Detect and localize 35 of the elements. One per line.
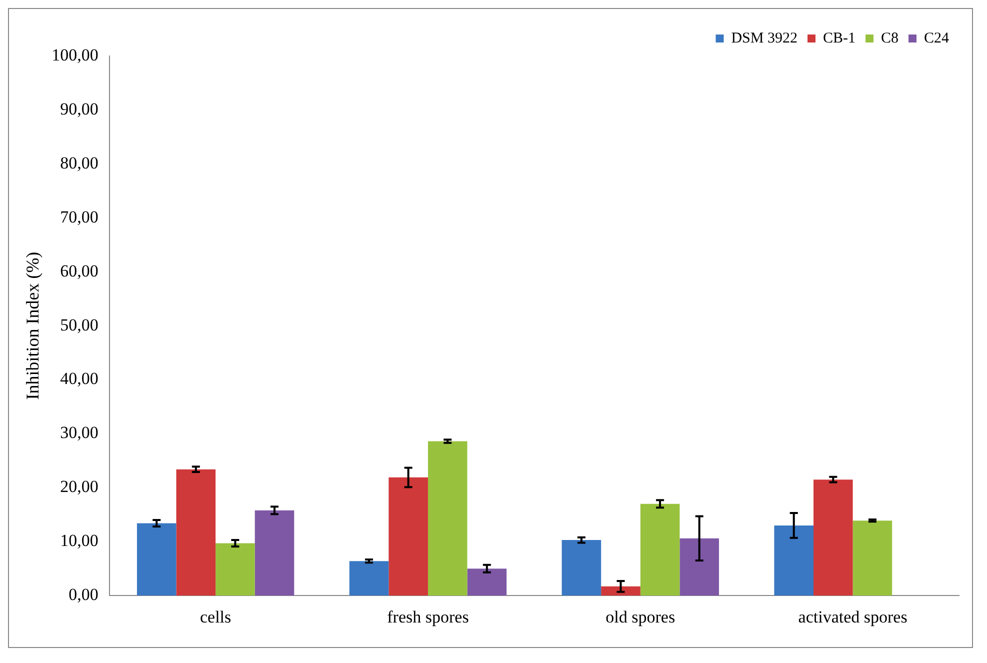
legend-label: C24 <box>924 30 950 46</box>
y-tick-label: 0,00 <box>68 585 98 604</box>
bar <box>254 510 294 596</box>
y-tick-label: 10,00 <box>60 531 98 550</box>
legend-label: CB-1 <box>822 30 856 46</box>
bar <box>680 538 719 596</box>
y-tick-label: 20,00 <box>60 477 98 496</box>
bar <box>774 525 814 596</box>
x-tick-label: activated spores <box>798 607 908 626</box>
bar <box>428 441 468 596</box>
y-tick-label: 90,00 <box>60 99 98 118</box>
y-tick-label: 100,00 <box>52 45 98 64</box>
bar <box>349 561 389 596</box>
legend-label: DSM 3922 <box>731 30 798 46</box>
y-tick-label: 40,00 <box>60 369 98 388</box>
y-tick-label: 80,00 <box>60 153 98 172</box>
x-tick-label: fresh spores <box>387 607 469 626</box>
y-tick-label: 60,00 <box>60 261 98 280</box>
bar <box>136 523 176 596</box>
legend-label: C8 <box>880 30 899 46</box>
y-tick-label: 50,00 <box>60 315 98 334</box>
y-tick-label: 70,00 <box>60 207 98 226</box>
y-axis-title: Inhibition Index (%) <box>22 252 43 400</box>
bar <box>814 480 853 596</box>
x-tick-label: old spores <box>606 607 676 626</box>
x-tick-label: cells <box>200 607 232 626</box>
bar <box>852 520 892 596</box>
bar <box>562 540 602 596</box>
bar <box>467 568 507 596</box>
bar <box>640 504 680 596</box>
bar <box>388 477 428 596</box>
bar <box>176 469 216 596</box>
bar <box>601 586 640 596</box>
bar <box>216 543 255 596</box>
y-tick-label: 30,00 <box>60 423 98 442</box>
